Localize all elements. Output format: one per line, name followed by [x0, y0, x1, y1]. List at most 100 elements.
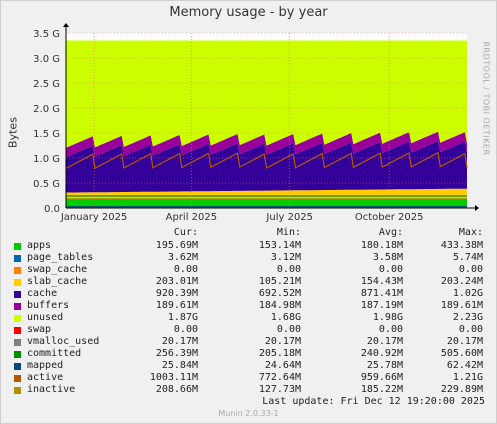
legend-min-value: 20.17M — [264, 336, 301, 347]
y-tick-label: 0.0 — [44, 204, 60, 215]
line-active — [65, 151, 468, 170]
legend-series-name: page_tables — [27, 252, 94, 263]
legend-swatch — [14, 279, 21, 286]
legend-cur-value: 20.17M — [161, 336, 198, 347]
legend-avg-value: 20.17M — [366, 336, 403, 347]
legend-min-value: 127.73M — [258, 384, 301, 395]
legend-swatch — [14, 351, 21, 358]
legend-row-swap-cache: swap_cache 0.00 0.00 0.00 0.00 — [0, 264, 497, 276]
legend-max-value: 203.24M — [440, 276, 483, 287]
y-tick-label: 1.5 G — [33, 129, 60, 140]
y-tick-label: 3.0 G — [33, 54, 60, 65]
legend-cur-value: 0.00 — [173, 264, 198, 275]
legend-avg-value: 3.58M — [372, 252, 403, 263]
legend-avg-value: 240.92M — [360, 348, 403, 359]
legend-swatch — [14, 315, 21, 322]
legend-swatch — [14, 243, 21, 250]
chart-title: Memory usage - by year — [169, 5, 328, 20]
legend-avg-value: 185.22M — [360, 384, 403, 395]
legend-avg-value: 0.00 — [378, 324, 403, 335]
legend-avg-value: 959.66M — [360, 372, 403, 383]
legend-min-value: 205.18M — [258, 348, 301, 359]
munin-version: Munin 2.0.33-1 — [218, 409, 279, 418]
legend-max-value: 2.23G — [452, 312, 483, 323]
legend-header-cur: Cur: — [173, 227, 198, 238]
legend-row-cache: cache 920.39M 692.52M 871.41M 1.02G — [0, 288, 497, 300]
legend-row-buffers: buffers 189.61M 184.98M 187.19M 189.61M — [0, 300, 497, 312]
legend-series-name: apps — [27, 240, 52, 251]
legend-series-name: unused — [27, 312, 64, 323]
area-buffers — [66, 131, 467, 158]
legend-row-swap: swap 0.00 0.00 0.00 0.00 — [0, 324, 497, 336]
legend-row-active: active 1003.11M 772.64M 959.66M 1.21G — [0, 372, 497, 384]
legend-cur-value: 195.69M — [155, 240, 198, 251]
legend-series-name: active — [27, 372, 64, 383]
legend-min-value: 1.68G — [270, 312, 301, 323]
legend-min-value: 772.64M — [258, 372, 301, 383]
y-tick-label: 1.0 G — [33, 154, 60, 165]
legend-swatch — [14, 291, 21, 298]
legend-cur-value: 256.39M — [155, 348, 198, 359]
x-tick-label: January 2025 — [60, 212, 128, 223]
legend-row-slab-cache: slab_cache 203.01M 105.21M 154.43M 203.24M — [0, 276, 497, 288]
legend-row-unused: unused 1.87G 1.68G 1.98G 2.23G — [0, 312, 497, 324]
legend-cur-value: 203.01M — [155, 276, 198, 287]
legend-min-value: 692.52M — [258, 288, 301, 299]
legend-avg-value: 187.19M — [360, 300, 403, 311]
legend-min-value: 24.64M — [264, 360, 301, 371]
legend-max-value: 0.00 — [458, 264, 483, 275]
legend-max-value: 229.89M — [440, 384, 483, 395]
legend-min-value: 153.14M — [258, 240, 301, 251]
x-tick-label: April 2025 — [166, 212, 217, 223]
legend-swatch — [14, 267, 21, 274]
legend-swatch — [14, 255, 21, 262]
legend-row-page-tables: page_tables 3.62M 3.12M 3.58M 5.74M — [0, 252, 497, 264]
legend-max-value: 433.38M — [440, 240, 483, 251]
legend-max-value: 5.74M — [452, 252, 483, 263]
area-apps — [66, 199, 467, 208]
legend-swatch — [14, 387, 21, 394]
y-axis-arrow — [63, 23, 69, 27]
legend-swatch — [14, 339, 21, 346]
y-tick-label: 2.5 G — [33, 79, 60, 90]
legend-row-apps: apps 195.69M 153.14M 180.18M 433.38M — [0, 240, 497, 252]
legend-swatch — [14, 327, 21, 334]
legend-swatch — [14, 363, 21, 370]
legend-row-vmalloc-used: vmalloc_used 20.17M 20.17M 20.17M 20.17M — [0, 336, 497, 348]
legend-max-value: 62.42M — [446, 360, 483, 371]
legend-series-name: mapped — [27, 360, 64, 371]
memory-area-chart: 0.0 0.5 G 1.0 G 1.5 G 2.0 G 2.5 G 3.0 G 3.5 G Ja… — [33, 23, 479, 223]
x-axis-arrow — [475, 205, 479, 211]
last-update: Last update: Fri Dec 12 19:20:00 2025 — [262, 396, 485, 407]
legend-cur-value: 189.61M — [155, 300, 198, 311]
legend-header-avg: Avg: — [378, 227, 403, 238]
legend-cur-value: 1003.11M — [149, 372, 198, 383]
legend-max-value: 1.21G — [452, 372, 483, 383]
legend-min-value: 3.12M — [270, 252, 301, 263]
legend-series-name: buffers — [27, 300, 70, 311]
legend-series-name: vmalloc_used — [27, 336, 100, 347]
legend-avg-value: 180.18M — [360, 240, 403, 251]
legend-series-name: swap — [27, 324, 52, 335]
legend-avg-value: 1.98G — [372, 312, 403, 323]
area-unused — [66, 40, 467, 148]
legend-cur-value: 208.66M — [155, 384, 198, 395]
legend-series-name: cache — [27, 288, 58, 299]
legend-series-name: slab_cache — [27, 276, 88, 287]
legend-cur-value: 3.62M — [167, 252, 198, 263]
legend-header-min: Min: — [276, 227, 301, 238]
legend-cur-value: 25.84M — [161, 360, 198, 371]
legend-max-value: 20.17M — [446, 336, 483, 347]
legend-min-value: 105.21M — [258, 276, 301, 287]
legend-swatch — [14, 375, 21, 382]
legend-row-committed: committed 256.39M 205.18M 240.92M 505.60M — [0, 348, 497, 360]
legend-series-name: swap_cache — [27, 264, 88, 275]
legend-series-name: committed — [27, 348, 82, 359]
legend-max-value: 1.02G — [452, 288, 483, 299]
x-tick-label: October 2025 — [355, 212, 424, 223]
legend-row-inactive: inactive 208.66M 127.73M 185.22M 229.89M — [0, 384, 497, 396]
legend-cur-value: 0.00 — [173, 324, 198, 335]
legend-row-mapped: mapped 25.84M 24.64M 25.78M 62.42M — [0, 360, 497, 372]
legend-max-value: 0.00 — [458, 324, 483, 335]
y-tick-label: 3.5 G — [33, 29, 60, 40]
